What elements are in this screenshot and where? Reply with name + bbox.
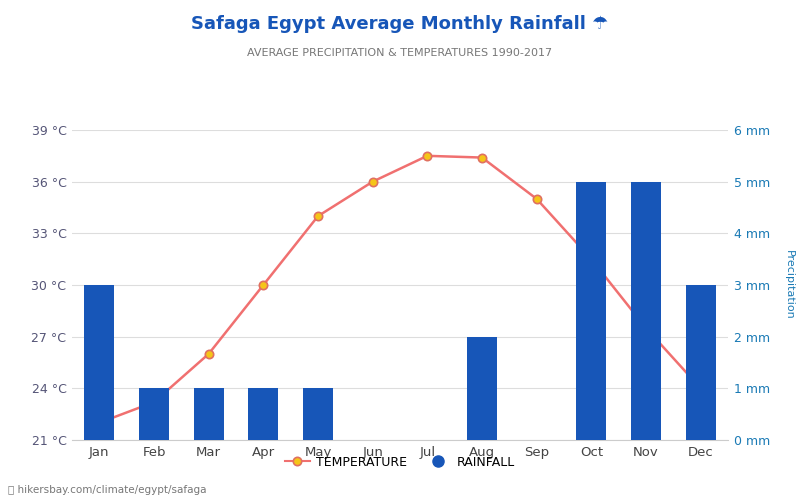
Bar xyxy=(248,388,278,440)
Bar xyxy=(84,285,114,440)
Text: 📍 hikersbay.com/climate/egypt/safaga: 📍 hikersbay.com/climate/egypt/safaga xyxy=(8,485,206,495)
Text: AVERAGE PRECIPITATION & TEMPERATURES 1990-2017: AVERAGE PRECIPITATION & TEMPERATURES 199… xyxy=(247,48,553,58)
Text: Safaga Egypt Average Monthly Rainfall ☂: Safaga Egypt Average Monthly Rainfall ☂ xyxy=(191,15,609,33)
Legend: TEMPERATURE, RAINFALL: TEMPERATURE, RAINFALL xyxy=(280,451,520,474)
Bar xyxy=(686,285,716,440)
Bar xyxy=(631,182,661,440)
Y-axis label: Precipitation: Precipitation xyxy=(784,250,794,320)
Bar xyxy=(194,388,224,440)
Bar xyxy=(467,336,497,440)
Bar xyxy=(576,182,606,440)
Bar xyxy=(303,388,333,440)
Bar xyxy=(139,388,169,440)
